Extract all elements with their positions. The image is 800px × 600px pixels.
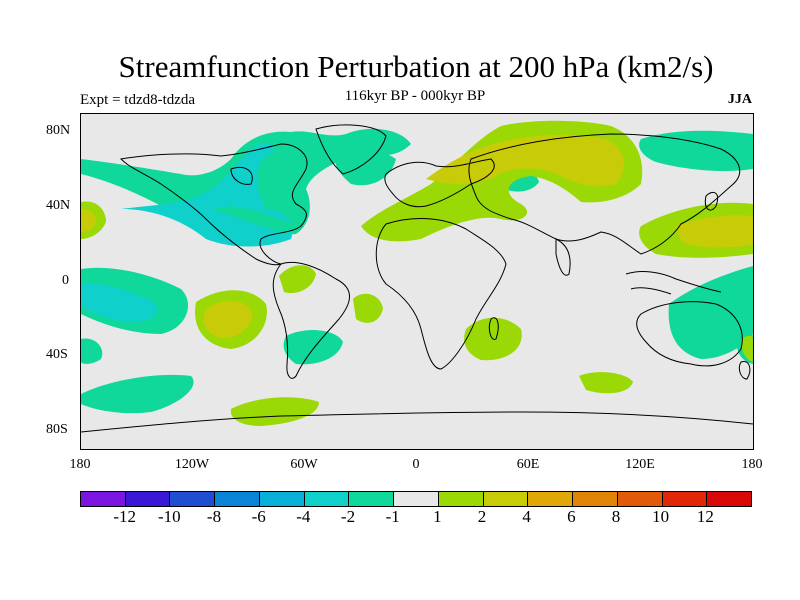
colorbar-label: -4: [296, 507, 311, 526]
fill-pos1-south-atlantic: [353, 293, 383, 323]
coast-greenland: [315, 124, 387, 175]
season-label: JJA: [727, 92, 752, 107]
colorbar-label: -8: [206, 507, 222, 526]
colorbar-box: [215, 492, 260, 506]
positive-anomaly-fills: [81, 120, 753, 426]
coast-antarctica: [81, 411, 753, 433]
colorbar-label: -12: [113, 507, 136, 526]
colorbar-label: -6: [251, 507, 266, 526]
colorbar-label: 12: [696, 507, 714, 526]
colorbar-label: 8: [611, 507, 621, 526]
fill-neg2-australia: [668, 266, 753, 359]
colorbar-label: 4: [522, 507, 531, 526]
coast-north-america: [119, 143, 308, 266]
fill-pos1-south-indian: [579, 372, 633, 394]
colorbar-label: 2: [477, 507, 487, 526]
fill-pos1-southern-ocean: [230, 397, 319, 426]
colorbar-box: [81, 492, 126, 506]
chart-subtitle: 116kyr BP - 000kyr BP: [344, 88, 486, 104]
lon-tick-180w: 180: [69, 457, 91, 472]
lat-tick-40s: 40S: [46, 347, 68, 362]
fill-pos1-tasman: [741, 335, 753, 362]
lat-tick-0: 0: [62, 273, 69, 288]
coast-new-zealand: [738, 360, 751, 380]
fill-neg2-southeast-pacific: [81, 374, 194, 414]
lon-tick-180e: 180: [741, 457, 763, 472]
negative-anomaly-fills: [81, 128, 753, 414]
colorbar-box: [662, 492, 708, 506]
coast-australia: [636, 301, 743, 367]
lon-tick-120w: 120W: [174, 457, 210, 472]
colorbar-box: [617, 492, 663, 506]
streamfunction-map: [81, 120, 753, 433]
fill-neg2-south-america: [283, 330, 343, 365]
colorbar-box: [394, 492, 439, 506]
lat-tick-80s: 80S: [46, 422, 68, 437]
fill-neg2-gulf: [211, 206, 296, 233]
fill-neg4-tropical-pacific-east: [81, 283, 157, 323]
lon-tick-60w: 60W: [290, 457, 318, 472]
coast-hudson-bay: [230, 167, 253, 185]
fill-pos2-west-pacific: [676, 215, 753, 248]
lon-tick-60e: 60E: [516, 457, 540, 472]
lon-tick-0: 0: [412, 457, 420, 472]
colorbar-label: 1: [433, 507, 442, 526]
colorbar-label: 10: [652, 507, 670, 526]
coast-south-america: [272, 261, 350, 379]
colorbar-box: [483, 492, 529, 506]
coast-madagascar: [488, 317, 499, 340]
coast-japan: [704, 191, 719, 211]
coast-indonesia: [625, 271, 722, 295]
colorbar-label: 6: [567, 507, 576, 526]
colorbar-box: [573, 492, 618, 506]
colorbar-box: [528, 492, 574, 506]
coast-india: [555, 238, 571, 276]
lat-tick-40n: 40N: [46, 198, 71, 213]
fill-pos2-southeast-pacific: [203, 300, 253, 339]
coast-asia: [468, 133, 741, 255]
map-panel: [80, 113, 754, 450]
fill-pos2-eurasia: [426, 134, 624, 187]
fill-neg2-arctic-east: [639, 130, 753, 172]
colorbar: [80, 491, 752, 507]
colorbar-box: [170, 492, 216, 506]
lat-tick-80n: 80N: [46, 123, 71, 138]
colorbar-label: -1: [385, 507, 400, 526]
fill-pos1-brazil: [279, 265, 316, 294]
colorbar-box: [259, 492, 305, 506]
fill-neg2-north-atlantic: [334, 147, 396, 186]
colorbar-label: -10: [157, 507, 181, 526]
experiment-label: Expt = tdzd8-tdzda: [80, 92, 196, 108]
colorbar-box: [304, 492, 350, 506]
coastlines: [81, 124, 753, 433]
colorbar-box: [125, 492, 171, 506]
fill-neg2-dateline-south: [81, 338, 103, 364]
colorbar-label: -2: [340, 507, 356, 526]
lon-tick-120e: 120E: [625, 457, 655, 472]
colorbar-box: [438, 492, 484, 506]
chart-title: Streamfunction Perturbation at 200 hPa (…: [118, 49, 714, 84]
fill-pos2-dateline-north: [81, 209, 97, 232]
colorbar-box: [707, 492, 752, 506]
colorbar-box: [349, 492, 395, 506]
coast-africa: [375, 218, 507, 370]
